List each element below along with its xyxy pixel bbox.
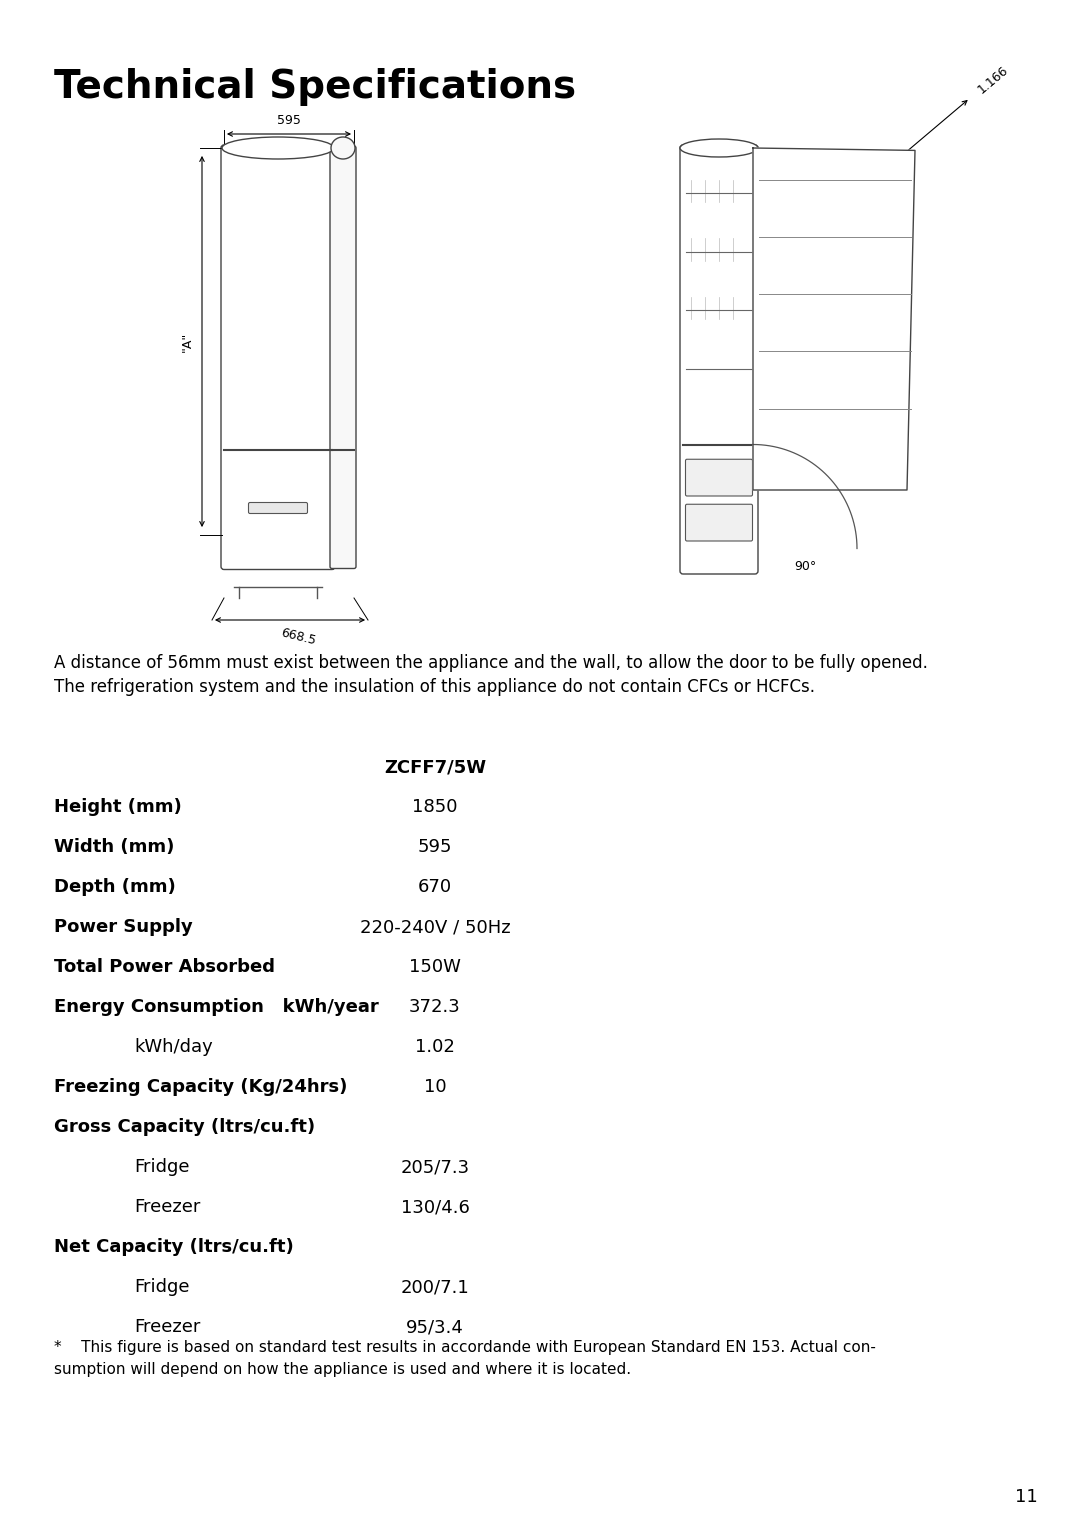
Text: Height (mm): Height (mm) xyxy=(54,798,181,816)
FancyBboxPatch shape xyxy=(680,145,758,575)
Text: 670: 670 xyxy=(418,879,453,895)
Text: 95/3.4: 95/3.4 xyxy=(406,1319,464,1335)
Text: 10: 10 xyxy=(423,1077,446,1096)
Text: Gross Capacity (ltrs/cu.ft): Gross Capacity (ltrs/cu.ft) xyxy=(54,1118,315,1135)
FancyBboxPatch shape xyxy=(221,145,335,570)
Text: 1850: 1850 xyxy=(413,798,458,816)
Text: Energy Consumption   kWh/year: Energy Consumption kWh/year xyxy=(54,998,379,1016)
Text: 1.166: 1.166 xyxy=(975,63,1011,96)
Text: 11: 11 xyxy=(1014,1488,1038,1507)
Text: Freezing Capacity (Kg/24hrs): Freezing Capacity (Kg/24hrs) xyxy=(54,1077,348,1096)
Text: Freezer: Freezer xyxy=(134,1319,201,1335)
Text: A distance of 56mm must exist between the appliance and the wall, to allow the d: A distance of 56mm must exist between th… xyxy=(54,654,928,672)
Text: 595: 595 xyxy=(418,837,453,856)
Text: ZCFF7/5W: ZCFF7/5W xyxy=(383,758,486,776)
FancyBboxPatch shape xyxy=(330,147,356,568)
Ellipse shape xyxy=(330,138,355,159)
FancyBboxPatch shape xyxy=(686,504,753,541)
Text: Total Power Absorbed: Total Power Absorbed xyxy=(54,958,275,976)
Text: The refrigeration system and the insulation of this appliance do not contain CFC: The refrigeration system and the insulat… xyxy=(54,678,815,695)
Text: 90°: 90° xyxy=(794,561,816,573)
FancyBboxPatch shape xyxy=(686,460,753,497)
Text: 668.5: 668.5 xyxy=(279,626,316,648)
Text: Depth (mm): Depth (mm) xyxy=(54,879,176,895)
Polygon shape xyxy=(753,148,915,490)
Text: Fridge: Fridge xyxy=(134,1158,189,1177)
Text: Net Capacity (ltrs/cu.ft): Net Capacity (ltrs/cu.ft) xyxy=(54,1238,294,1256)
Text: Power Supply: Power Supply xyxy=(54,918,192,937)
Text: "A": "A" xyxy=(181,332,194,351)
Text: Technical Specifications: Technical Specifications xyxy=(54,69,576,105)
FancyBboxPatch shape xyxy=(248,503,308,513)
Ellipse shape xyxy=(222,138,334,159)
Text: sumption will depend on how the appliance is used and where it is located.: sumption will depend on how the applianc… xyxy=(54,1361,631,1377)
Text: 130/4.6: 130/4.6 xyxy=(401,1198,470,1216)
Text: 205/7.3: 205/7.3 xyxy=(401,1158,470,1177)
Text: 1.02: 1.02 xyxy=(415,1038,455,1056)
Text: 200/7.1: 200/7.1 xyxy=(401,1277,470,1296)
Text: 595: 595 xyxy=(278,115,301,127)
Ellipse shape xyxy=(680,139,758,157)
Text: 372.3: 372.3 xyxy=(409,998,461,1016)
Text: 150W: 150W xyxy=(409,958,461,976)
Text: Fridge: Fridge xyxy=(134,1277,189,1296)
Text: Width (mm): Width (mm) xyxy=(54,837,174,856)
Text: *    This figure is based on standard test results in accordande with European S: * This figure is based on standard test … xyxy=(54,1340,876,1355)
Text: Freezer: Freezer xyxy=(134,1198,201,1216)
Text: 220-240V / 50Hz: 220-240V / 50Hz xyxy=(360,918,511,937)
Text: kWh/day: kWh/day xyxy=(134,1038,213,1056)
